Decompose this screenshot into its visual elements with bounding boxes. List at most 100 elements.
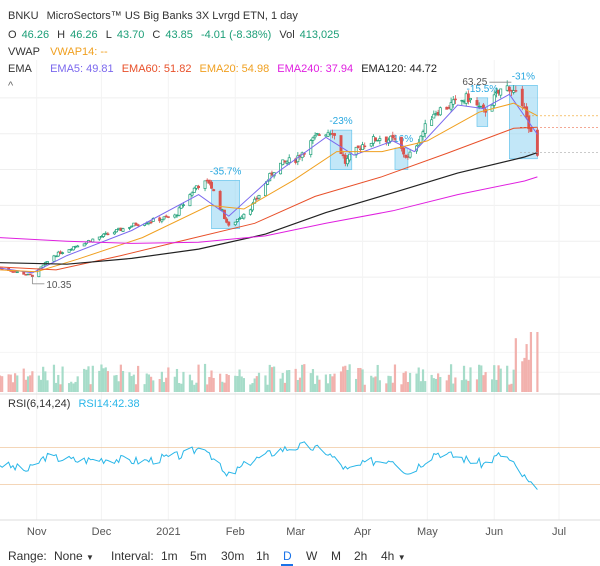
volume-bar-64 [193, 384, 196, 392]
candle-body-77 [233, 221, 237, 226]
volume-bar-18 [55, 382, 58, 392]
volume-bar-106 [318, 379, 321, 392]
interval-4h-dropdown[interactable]: 4h ▼ [381, 549, 406, 563]
symbol-name: MicroSectors™ US Big Banks 3X Lvrgd ETN,… [46, 10, 298, 22]
volume-bar-54 [162, 382, 166, 392]
interval-d[interactable]: D [283, 549, 292, 563]
interval-4h: 4h [381, 549, 395, 563]
volume-bar-60 [180, 383, 183, 392]
high-marker-label: 63.25 [462, 77, 487, 88]
candle-body-163 [492, 94, 496, 106]
volume-bar-26 [76, 376, 79, 392]
drawdown-label: -23% [329, 116, 352, 127]
volume-bar-46 [137, 365, 140, 392]
volume-bar-168 [508, 384, 511, 392]
volume-bar-165 [497, 365, 500, 392]
volume-bar-85 [255, 376, 258, 392]
candle-body-150 [451, 99, 455, 105]
volume-bar-68 [206, 384, 209, 392]
low-marker-label: 10.35 [46, 280, 71, 291]
interval-1h[interactable]: 1h [256, 549, 270, 563]
range-dropdown[interactable]: None ▼ [54, 549, 94, 563]
volume-bar-12 [37, 375, 40, 392]
volume-bar-93 [281, 372, 284, 392]
candle-body-177 [535, 129, 539, 156]
volume-bar-142 [430, 374, 433, 392]
x-tick-label: May [417, 526, 438, 538]
volume-bar-176 [529, 332, 533, 392]
interval-w[interactable]: W [306, 549, 318, 563]
range-label: Range: [8, 549, 47, 563]
volume-bar-160 [482, 375, 485, 392]
close-label: C [152, 29, 161, 41]
volume-bar-41 [121, 370, 125, 392]
volume-bar-174 [525, 344, 528, 392]
candle-body-24 [71, 246, 75, 251]
volume-bar-105 [316, 375, 319, 392]
candle-body-67 [203, 180, 207, 189]
symbol-ticker: BNKU [8, 10, 39, 22]
volume-bar-159 [480, 365, 483, 392]
volume-bar-59 [178, 382, 181, 392]
collapse-chevron-icon[interactable]: ^ [8, 80, 14, 92]
interval-5m[interactable]: 5m [190, 549, 207, 563]
candle-body-34 [102, 233, 106, 237]
volume-bar-65 [195, 382, 198, 392]
interval-30m[interactable]: 30m [221, 549, 245, 563]
volume-bar-11 [31, 371, 34, 392]
candle-body-94 [283, 160, 287, 163]
volume-bar-128 [387, 375, 390, 392]
volume-bar-162 [490, 379, 494, 392]
volume-bar-5 [14, 373, 17, 392]
volume-bar-38 [115, 374, 118, 392]
volume-bar-177 [536, 332, 539, 392]
volume-bar-137 [415, 373, 418, 392]
volume-bar-13 [39, 379, 43, 392]
volume-bar-94 [283, 382, 286, 392]
candle-body-130 [391, 134, 395, 139]
volume-bar-40 [119, 364, 122, 392]
interval-1m[interactable]: 1m [161, 549, 178, 563]
volume-bar-154 [465, 379, 468, 392]
volume-bar-112 [339, 371, 343, 392]
candle-body-17 [52, 255, 56, 262]
volume-bar-56 [167, 367, 170, 392]
volume-bar-171 [514, 338, 517, 392]
x-tick-label: Jun [485, 526, 503, 538]
volume-bar-122 [370, 375, 373, 392]
candle-body-18 [54, 255, 58, 258]
chart-area[interactable]: Nov Dec 2021 Feb Mar Apr May Jun Jul -35.7% -23% -1… [0, 0, 600, 540]
volume-bar-30 [89, 384, 92, 392]
candle-body-26 [76, 245, 80, 248]
candle-body-122 [369, 143, 373, 147]
interval-m[interactable]: M [331, 549, 341, 563]
volume-bar-90 [270, 367, 274, 392]
candle-body-76 [227, 221, 231, 226]
volume-bar-130 [391, 382, 394, 392]
candle-body-78 [235, 218, 239, 222]
candle-body-141 [423, 123, 427, 134]
volume-bar-140 [421, 369, 425, 392]
candle-body-36 [106, 233, 110, 236]
candle-body-10 [28, 273, 32, 276]
high-label: H [57, 29, 66, 41]
volume-bar-144 [434, 378, 438, 392]
ema5-line [0, 93, 538, 274]
volume-bar-164 [495, 379, 498, 392]
candle-body-74 [223, 209, 226, 219]
candle-body-53 [160, 219, 164, 222]
candle-body-60 [179, 204, 183, 209]
interval-label: Interval: [111, 549, 154, 563]
interval-2h[interactable]: 2h [354, 549, 368, 563]
volume-bar-67 [203, 363, 207, 392]
candle-body-118 [356, 145, 360, 148]
volume-bar-119 [359, 367, 362, 392]
volume-bar-131 [393, 364, 397, 392]
volume-bar-101 [303, 364, 306, 392]
candle-body-139 [419, 135, 423, 143]
volume-bar-169 [510, 383, 513, 392]
volume-bar-70 [210, 370, 213, 392]
volume-bar-175 [527, 359, 530, 392]
volume-bar-66 [197, 364, 200, 392]
volume-bar-31 [91, 365, 94, 392]
